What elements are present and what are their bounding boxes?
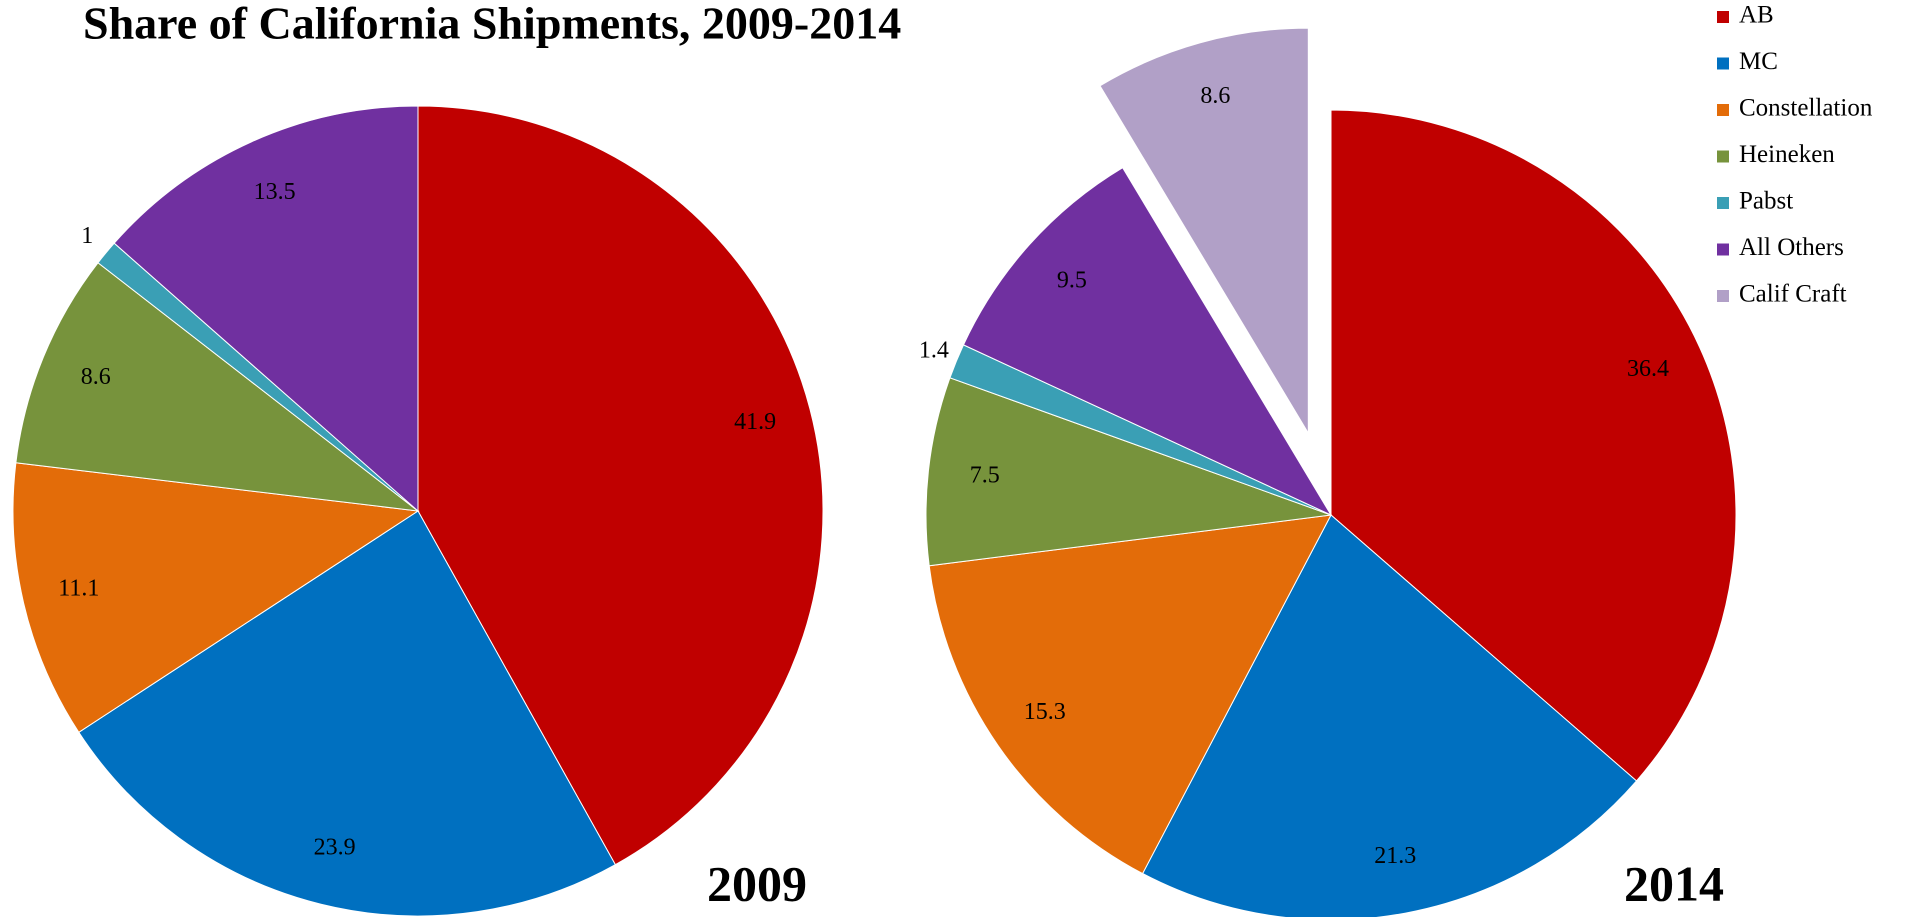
pie-slice [925, 377, 1332, 567]
legend-swatch [1717, 197, 1729, 209]
data-label: 7.5 [970, 462, 1000, 488]
legend-swatch [1717, 290, 1729, 302]
legend-label: MC [1739, 48, 1778, 75]
pie-slice [417, 105, 824, 866]
data-label: 21.3 [1374, 843, 1416, 869]
data-label: 8.6 [81, 364, 111, 390]
pie-slice [78, 510, 617, 917]
data-label: 9.5 [1057, 268, 1087, 294]
pie-slice [962, 167, 1333, 517]
pie-label: 2009 [707, 855, 807, 911]
chart-title: Share of California Shipments, 2009-2014 [83, 0, 901, 49]
data-label: 8.6 [1200, 83, 1230, 109]
legend-swatch [1717, 11, 1729, 23]
legend-label: AB [1739, 2, 1774, 29]
pie-slice [928, 514, 1332, 875]
pie-slice [1330, 109, 1737, 782]
pie-slice [15, 262, 420, 512]
data-label: 41.9 [734, 409, 776, 435]
pie-slice [113, 105, 419, 513]
legend-swatch [1717, 104, 1729, 116]
data-label: 1 [81, 223, 93, 249]
legend-label: Pabst [1739, 188, 1793, 215]
data-label: 15.3 [1024, 699, 1066, 725]
legend-swatch [1717, 150, 1729, 163]
data-label: 1.4 [919, 337, 949, 363]
data-label: 23.9 [314, 835, 356, 861]
pie-label: 2014 [1624, 855, 1724, 911]
data-label: 13.5 [254, 179, 296, 205]
pie-slice [1141, 514, 1638, 917]
legend-label: All Others [1739, 234, 1844, 261]
legend-swatch [1717, 243, 1729, 256]
data-label: 11.1 [58, 576, 99, 602]
legend-label: Heineken [1739, 141, 1835, 168]
pie-slice [12, 462, 420, 733]
legend-swatch [1717, 57, 1729, 70]
data-label: 36.4 [1627, 356, 1669, 382]
legend-label: Constellation [1739, 95, 1873, 122]
legend-label: Calif Craft [1739, 281, 1847, 308]
pie-slice [1099, 27, 1309, 435]
